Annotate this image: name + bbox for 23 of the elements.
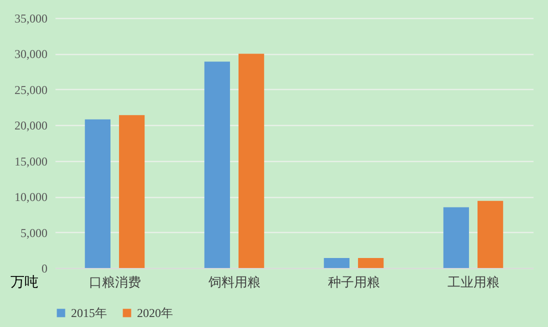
y-tick-label: 30,000: [14, 47, 48, 62]
x-tick-label: 种子用粮: [328, 274, 380, 290]
y-tick-label: 0: [42, 262, 48, 276]
bar: [84, 119, 110, 268]
y-tick-label: 5,000: [20, 226, 48, 240]
bar: [358, 258, 384, 268]
y-tick-label: 20,000: [14, 118, 48, 133]
x-tick-label: 饲料用粮: [207, 274, 260, 290]
x-tick-label: 口粮消费: [88, 274, 141, 290]
bar: [238, 54, 264, 268]
bar: [443, 207, 469, 268]
bar: [478, 200, 504, 268]
y-tick-label: 15,000: [14, 154, 48, 168]
legend-label: 2015年: [71, 306, 107, 320]
y-axis-title: 万吨: [10, 274, 38, 290]
legend-label: 2020年: [137, 306, 173, 320]
y-tick-label: 35,000: [14, 12, 48, 26]
y-tick-label: 25,000: [14, 82, 48, 97]
bar: [204, 62, 230, 268]
bar: [324, 258, 350, 268]
x-tick-label: 工业用粮: [447, 274, 500, 290]
bar: [119, 115, 145, 268]
y-tick-label: 10,000: [14, 190, 48, 204]
